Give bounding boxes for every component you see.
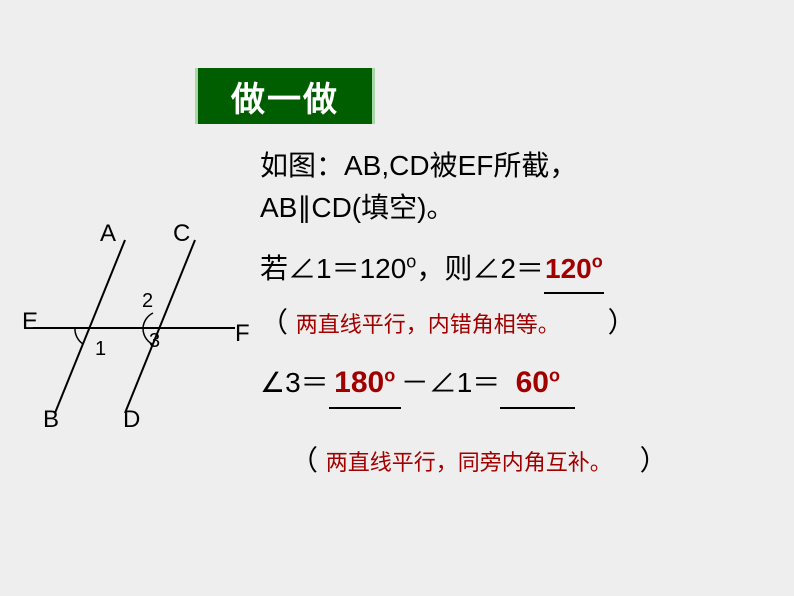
reason-1-line: （ 两直线平行，内错角相等。 ）: [260, 302, 636, 344]
label-D: D: [123, 406, 140, 434]
line3-mid: －∠1＝: [401, 367, 501, 398]
label-F: F: [235, 320, 250, 348]
problem-line-1a: 如图：AB,CD被EF所截，: [260, 145, 577, 187]
answer-3: 60: [516, 366, 549, 399]
angle-label-1: 1: [95, 338, 106, 361]
title-box: 做一做: [195, 68, 375, 124]
degree-2: o: [592, 252, 603, 272]
answer-1: 120: [545, 253, 592, 284]
angle-label-2: 2: [142, 290, 153, 313]
paren-close-2: ）: [640, 445, 668, 476]
problem-line-3: ∠3＝180o－∠1＝60o: [260, 360, 575, 409]
problem-line-2: 若∠1＝120o，则∠2＝120o: [260, 248, 604, 294]
diagram-svg: [25, 228, 245, 428]
title-text: 做一做: [198, 68, 372, 124]
label-E: E: [22, 308, 38, 336]
reason-1: 两直线平行，内错角相等。: [296, 312, 560, 337]
label-A: A: [100, 220, 116, 248]
label-C: C: [173, 220, 190, 248]
reason-2: 两直线平行，同旁内角互补。: [326, 450, 612, 475]
degree-4: o: [549, 366, 560, 386]
paren-open-1: （: [260, 307, 288, 338]
paren-open-2: （: [290, 445, 318, 476]
geometry-diagram: A C E F B D 1 2 3: [25, 228, 245, 428]
paren-close-1: ）: [608, 307, 636, 338]
reason-2-line: （ 两直线平行，同旁内角互补。 ）: [290, 440, 668, 482]
line2-prefix: 若∠1＝120: [260, 253, 406, 284]
line2-mid: ，则∠2＝: [416, 253, 544, 284]
label-B: B: [43, 406, 59, 434]
answer-2: 180: [334, 366, 384, 399]
line3-prefix: ∠3＝: [260, 367, 329, 398]
problem-line-1b: AB∥CD(填空)。: [260, 187, 454, 229]
degree-3: o: [384, 366, 395, 386]
angle-label-3: 3: [149, 330, 160, 353]
degree-1: o: [406, 252, 416, 272]
